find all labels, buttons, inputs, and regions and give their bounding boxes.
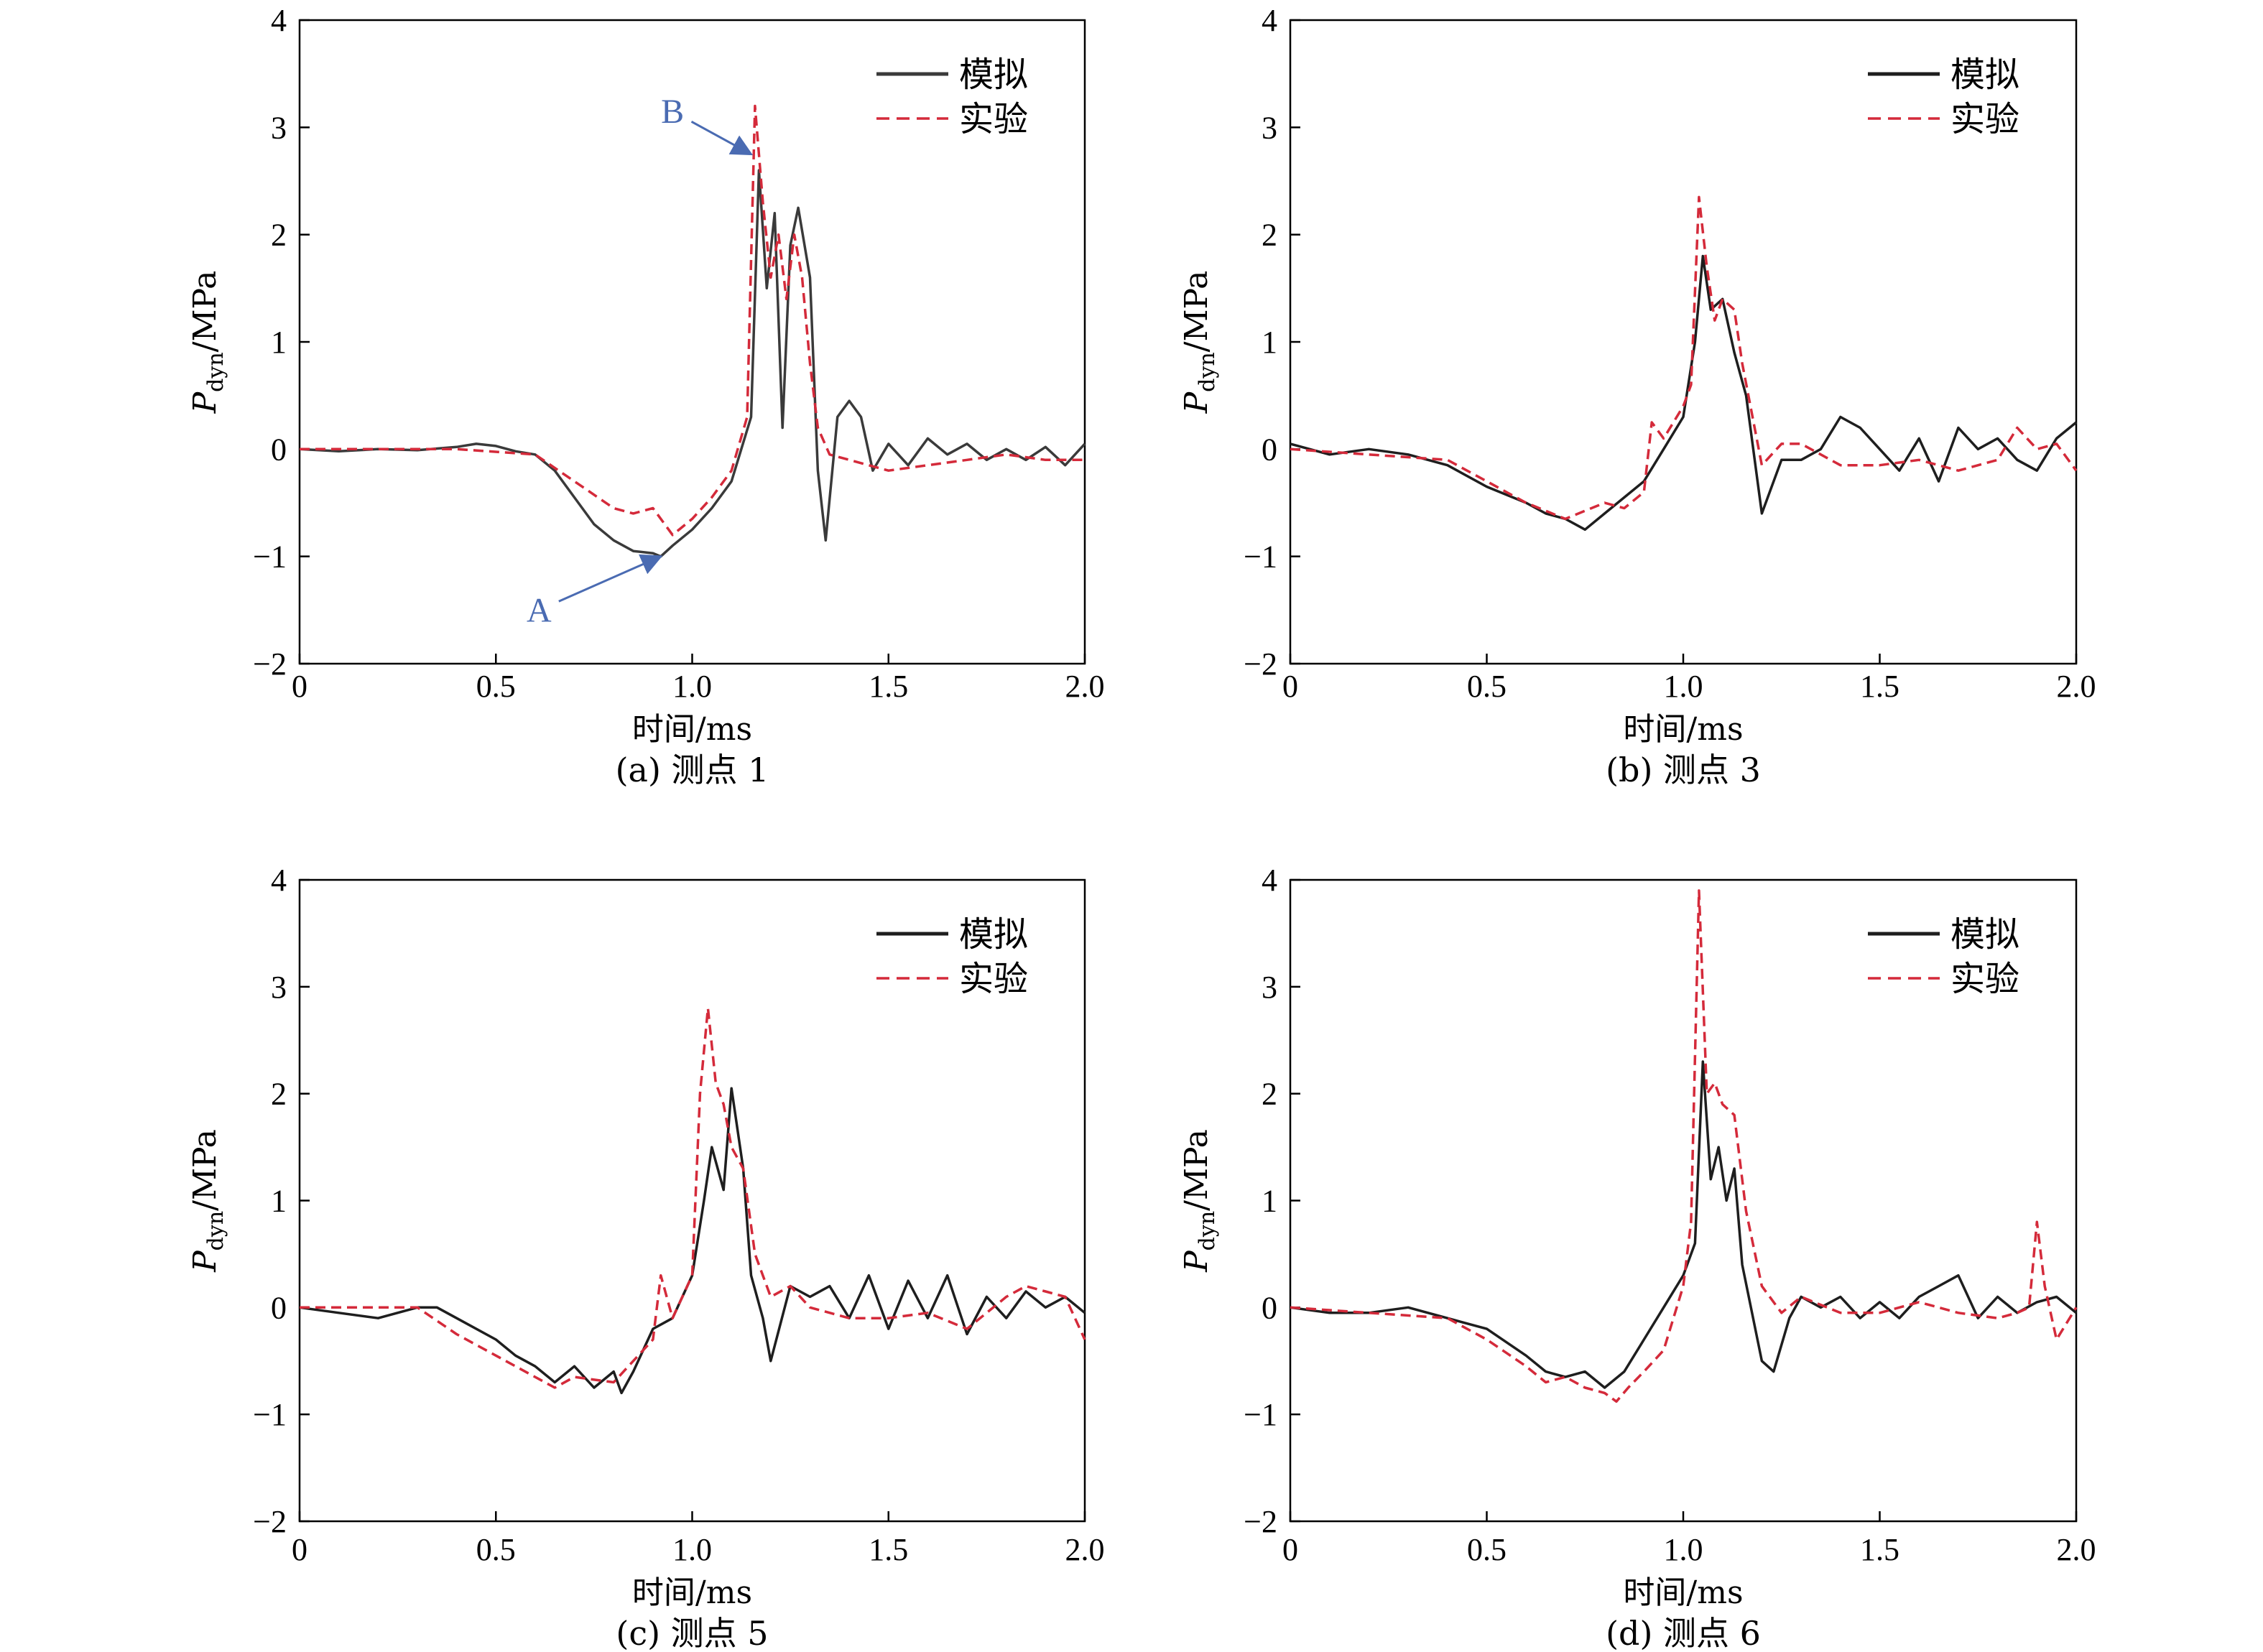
series-line-exp <box>1290 195 2078 521</box>
chart-panel-1: 0 0.5 1.0 1.5 2.0 −2 −1 0 1 2 3 4 时间/ms Pdyn/MPa (a) 测… <box>187 3 1105 789</box>
legend-label: 模拟 <box>959 914 1028 955</box>
x-axis-title: 时间/ms <box>1623 711 1743 748</box>
annotation-label: A <box>527 591 552 629</box>
x-tick-label: 1.5 <box>1860 669 1899 704</box>
chart-panel-4: 0 0.5 1.0 1.5 2.0 −2 −1 0 1 2 3 4 时间/ms Pdyn/MPa (d) 测… <box>1178 863 2096 1652</box>
y-tick-label: 2 <box>271 1077 287 1112</box>
annotation-arrow <box>558 554 663 603</box>
legend-label: 模拟 <box>959 55 1028 95</box>
x-tick-label: 2.0 <box>1065 669 1105 704</box>
y-tick-label: 4 <box>271 863 287 898</box>
y-tick-label: 1 <box>271 1184 287 1219</box>
x-tick-label: 1.0 <box>1664 1532 1703 1567</box>
series-line-sim <box>299 1087 1086 1395</box>
x-tick-label: 0.5 <box>476 1532 516 1567</box>
chart-panel-2: 0 0.5 1.0 1.5 2.0 −2 −1 0 1 2 3 4 时间/ms Pdyn/MPa (b) 测… <box>1178 3 2096 789</box>
y-tick-label: 2 <box>1262 1077 1277 1112</box>
annotation-label: B <box>661 93 684 131</box>
x-tick-label: 0 <box>292 669 307 704</box>
chart-panel-3: 0 0.5 1.0 1.5 2.0 −2 −1 0 1 2 3 4 时间/ms Pdyn/MPa (c) 测… <box>187 863 1105 1652</box>
panel-caption: (a) 测点 1 <box>616 751 769 789</box>
x-axis-title: 时间/ms <box>632 711 752 748</box>
y-axis-title: Pdyn/MPa <box>187 271 228 414</box>
legend-label: 模拟 <box>1950 914 2019 955</box>
panel-caption: (d) 测点 6 <box>1606 1614 1761 1652</box>
x-axis-title: 时间/ms <box>632 1574 752 1611</box>
x-tick-label: 0.5 <box>476 669 516 704</box>
y-tick-label: 0 <box>271 1290 287 1325</box>
y-tick-label: 2 <box>271 218 287 253</box>
series-line-sim <box>299 169 1086 558</box>
y-tick-label: 0 <box>271 432 287 467</box>
y-tick-label: 1 <box>1262 325 1277 360</box>
legend-label: 实验 <box>1950 99 2019 139</box>
legend-label: 模拟 <box>1950 55 2019 95</box>
y-tick-label: 1 <box>1262 1184 1277 1219</box>
y-tick-label: −1 <box>1244 1397 1277 1432</box>
y-tick-label: −1 <box>253 1397 287 1432</box>
y-tick-label: 3 <box>271 110 287 145</box>
legend-label: 实验 <box>1950 959 2019 999</box>
y-axis-title: Pdyn/MPa <box>1178 1129 1220 1273</box>
x-tick-label: 1.0 <box>672 1532 712 1567</box>
y-axis-title: Pdyn/MPa <box>187 1129 228 1273</box>
y-tick-label: 0 <box>1262 1290 1277 1325</box>
y-tick-label: −2 <box>253 1504 287 1539</box>
x-tick-label: 1.5 <box>869 669 908 704</box>
y-tick-label: 4 <box>1262 3 1277 38</box>
y-tick-label: −2 <box>1244 1504 1277 1539</box>
series-line-exp <box>300 1006 1086 1389</box>
y-tick-label: 2 <box>1262 218 1277 253</box>
y-tick-label: 3 <box>271 970 287 1005</box>
y-tick-label: 3 <box>1262 970 1277 1005</box>
x-axis-title: 时间/ms <box>1623 1574 1743 1611</box>
legend-label: 实验 <box>959 99 1028 139</box>
x-tick-label: 2.0 <box>2057 1532 2096 1567</box>
x-tick-label: 2.0 <box>2057 669 2096 704</box>
y-axis-title: Pdyn/MPa <box>1178 271 1220 414</box>
x-tick-label: 0.5 <box>1467 1532 1507 1567</box>
y-tick-label: 4 <box>1262 863 1277 898</box>
x-tick-label: 0 <box>1282 669 1298 704</box>
series-line-sim <box>1290 254 2078 532</box>
y-tick-label: −1 <box>1244 539 1277 575</box>
x-tick-label: 1.5 <box>869 1532 908 1567</box>
x-tick-label: 0 <box>292 1532 307 1567</box>
x-tick-label: 1.5 <box>1860 1532 1899 1567</box>
y-tick-label: −1 <box>253 539 287 575</box>
x-tick-label: 0 <box>1282 1532 1298 1567</box>
legend-label: 实验 <box>959 959 1028 999</box>
series-line-exp <box>300 104 1085 537</box>
x-tick-label: 1.0 <box>672 669 712 704</box>
x-tick-label: 2.0 <box>1065 1532 1105 1567</box>
y-tick-label: −2 <box>1244 646 1277 682</box>
x-tick-label: 0.5 <box>1467 669 1507 704</box>
y-tick-label: −2 <box>253 646 287 682</box>
series-line-exp <box>1290 889 2078 1403</box>
y-tick-label: 3 <box>1262 110 1277 145</box>
y-tick-label: 0 <box>1262 432 1277 467</box>
x-tick-label: 1.0 <box>1664 669 1703 704</box>
annotation-arrow <box>690 121 754 156</box>
panel-caption: (c) 测点 5 <box>616 1614 768 1652</box>
series-line-sim <box>1290 1060 2078 1389</box>
y-tick-label: 1 <box>271 325 287 360</box>
y-tick-label: 4 <box>271 3 287 38</box>
panel-caption: (b) 测点 3 <box>1606 751 1761 789</box>
